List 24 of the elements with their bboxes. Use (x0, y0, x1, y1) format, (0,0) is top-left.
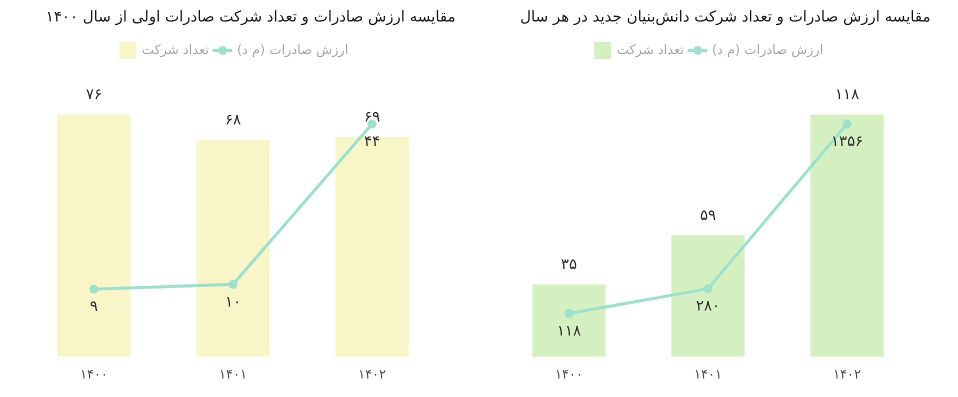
data-label: ۹ (90, 297, 98, 316)
x-tick-label: ۱۴۰۲ (833, 368, 862, 382)
x-tick-label: ۱۴۰۲ (358, 368, 386, 382)
data-label: ۲۸۰ (696, 296, 720, 315)
chart-title: مقایسه ارزش صادرات و تعداد شرکت دانش‌بنیان جدید در هر سال (520, 8, 931, 26)
x-tick-label: ۱۴۰۰ (80, 368, 108, 382)
legend-label: ارزش صادرات (م د) (236, 42, 348, 58)
legend-label: تعداد شرکت (142, 42, 209, 58)
data-label: ۱۰ (224, 292, 242, 310)
data-label: ۱۳۵۶ (830, 132, 864, 150)
data-label: ۱۱۸ (834, 85, 860, 104)
x-tick-label: ۱۴۰۱ (694, 368, 722, 382)
data-label: ۱۱۸ (556, 322, 582, 340)
data-label: ۷۶ (86, 85, 102, 104)
data-label: ۵۹ (700, 206, 716, 224)
data-label: ۴۴ (364, 132, 380, 150)
data-label: ۳۵ (560, 254, 578, 273)
x-tick-label: ۱۴۰۰ (554, 368, 583, 382)
data-label: ۶۸ (224, 110, 242, 128)
chart-title: مقایسه ارزش صادرات و تعداد شرکت صادرات اولی از سال ۱۴۰۰ (46, 8, 456, 26)
x-tick-label: ۱۴۰۱ (219, 368, 247, 382)
legend-label: تعداد شرکت (616, 42, 684, 58)
legend-label: ارزش صادرات (م د) (712, 42, 824, 58)
data-label: ۶۹ (364, 107, 380, 126)
